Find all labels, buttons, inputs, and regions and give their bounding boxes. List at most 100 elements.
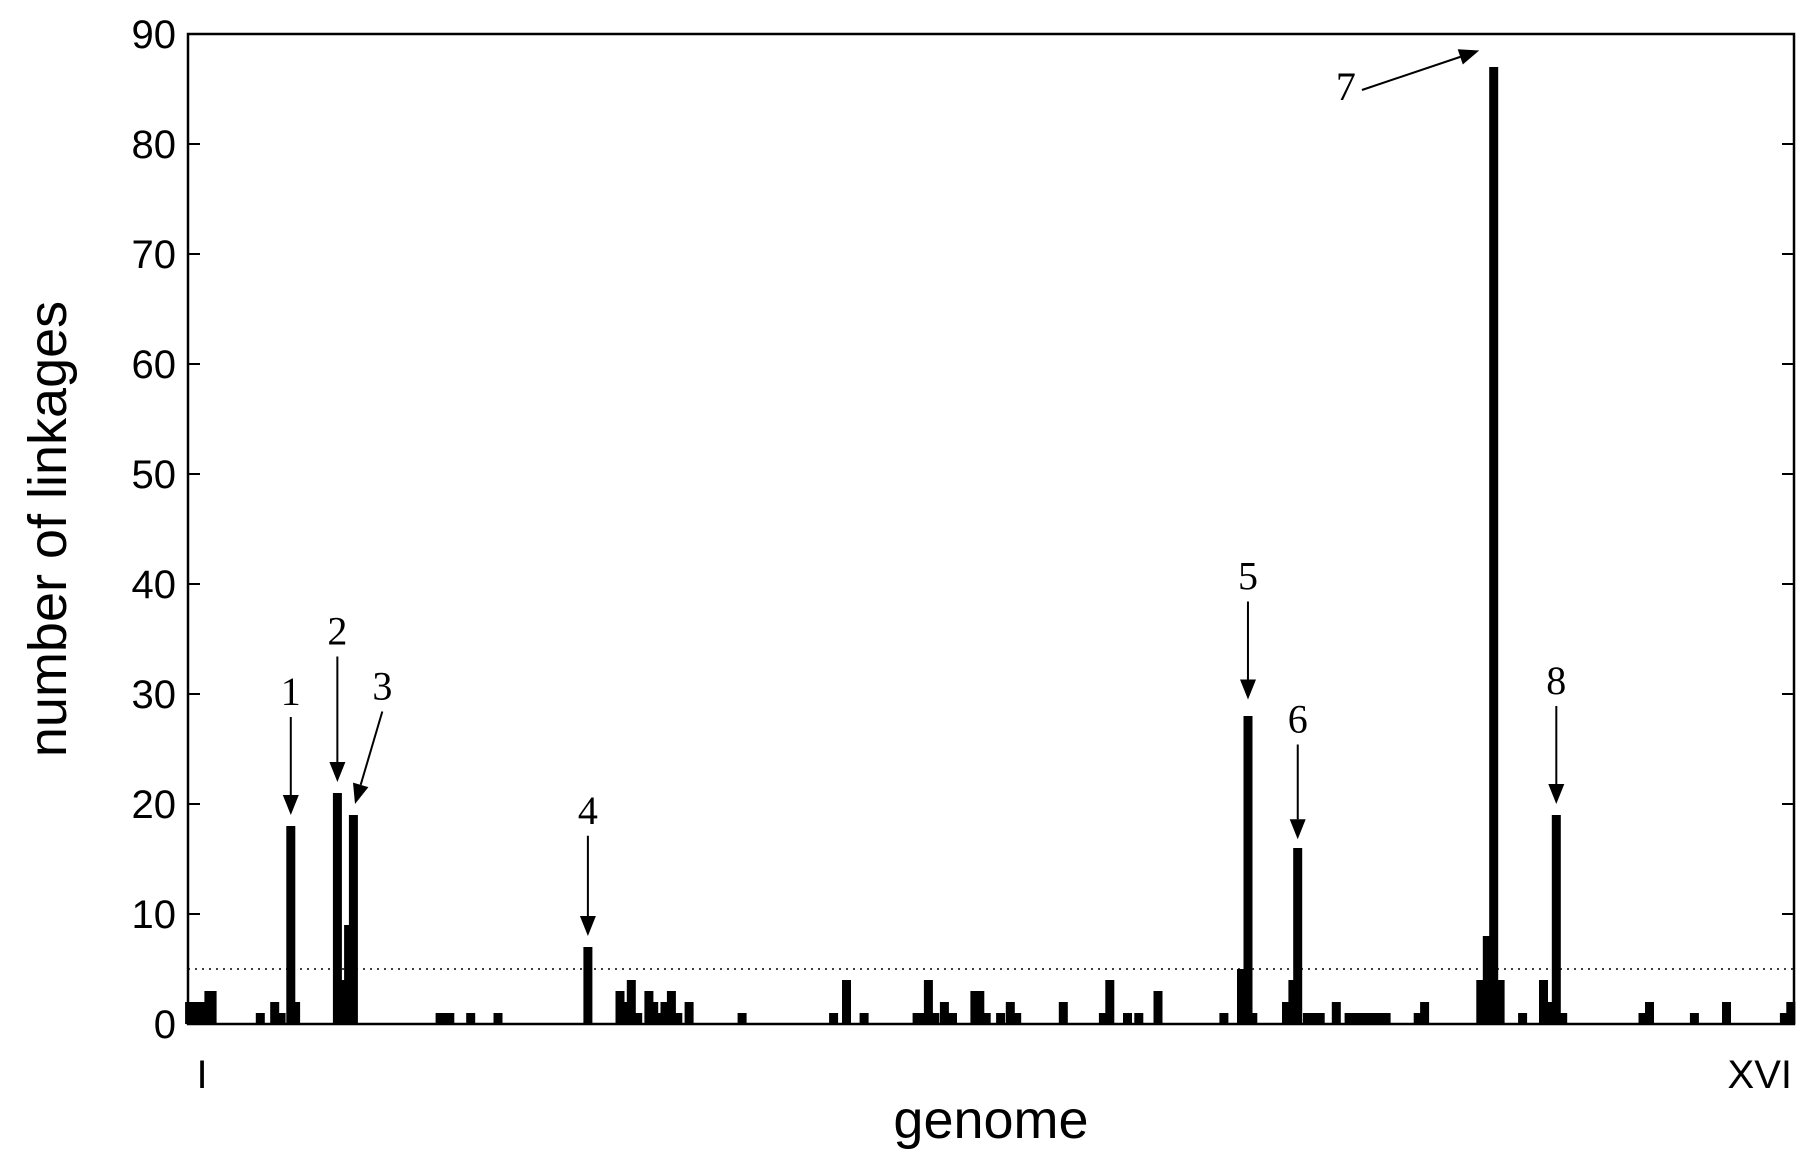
bar-16 [440,1013,450,1024]
bar-54 [1219,1013,1229,1024]
bar-40 [939,1002,949,1024]
bar-50 [1105,980,1115,1024]
bar-26 [649,1002,659,1024]
bar-58 [1282,1002,1291,1024]
bar-8 [276,1013,286,1024]
bar-61 [1302,1013,1312,1024]
bar-35 [859,1013,869,1024]
bar-44 [981,1013,991,1024]
bar-27 [655,1013,665,1024]
bar-63 [1315,1013,1325,1024]
bar-30 [673,1013,683,1024]
bar-37 [919,1013,928,1024]
y-tick-label-70: 70 [132,233,177,277]
bar-53 [1153,991,1163,1024]
bar-21 [615,991,625,1024]
annotation-arrowhead-6 [1289,819,1306,840]
bar-42 [970,991,980,1024]
bar-48 [1058,1002,1068,1024]
bar-85 [1689,1013,1699,1024]
bar-67 [1357,1013,1367,1024]
bar-86 [1722,1002,1731,1024]
y-tick-label-80: 80 [132,123,177,167]
plot-frame [186,32,1796,1026]
bar-78 [1518,1013,1528,1024]
bar-77 [1495,980,1505,1024]
y-tick-label-30: 30 [132,673,177,717]
annotation-arrowhead-3 [353,782,369,804]
bar-25 [644,991,654,1024]
bar-1 [188,1002,198,1024]
annotation-arrow-3 [359,711,384,786]
bar-73 [1420,1002,1430,1024]
bar-57 [1248,1013,1258,1024]
annotation-arrowhead-5 [1240,679,1256,700]
bars-layer [185,67,1796,1024]
x-end-label: XVI [1728,1053,1792,1097]
annotation-label-6: 6 [1288,697,1308,742]
annotation-arrowhead-1 [282,795,299,815]
bar-70 [1375,1013,1385,1024]
x-axis-title: genome [893,1090,1088,1150]
bar-59 [1288,980,1298,1024]
annotation-arrowhead-7 [1457,49,1480,65]
bar-31 [684,1002,694,1024]
annotation-label-5: 5 [1238,554,1258,599]
annotation-label-8: 8 [1546,658,1566,703]
bar-12 [339,980,349,1024]
bar-14 [348,815,358,1024]
bar-82 [1558,1013,1568,1024]
bar-88 [1786,1002,1796,1024]
bar-9 [286,826,296,1024]
bar-79 [1539,980,1548,1024]
y-axis-ticks: 0 10 20 30 40 50 60 70 80 90 [132,13,1794,1047]
bar-60 [1293,848,1303,1024]
annotation-label-2: 2 [327,609,347,654]
bar-62 [1309,1013,1319,1024]
bar-87 [1779,1013,1789,1024]
bar-65 [1344,1013,1354,1024]
bar-49 [1098,1013,1108,1024]
annotation-arrowhead-8 [1548,784,1565,804]
y-tick-label-40: 40 [132,563,177,607]
annotation-label-3: 3 [372,664,392,709]
bar-34 [842,980,851,1024]
y-tick-label-50: 50 [132,453,177,497]
bar-6 [255,1013,265,1024]
bar-32 [737,1013,747,1024]
bar-52 [1134,1013,1144,1024]
bar-80 [1545,1002,1555,1024]
y-axis-title: number of linkages [18,301,78,757]
y-tick-label-10: 10 [132,893,177,937]
y-tick-label-90: 90 [132,13,177,57]
bar-74 [1476,980,1486,1024]
bar-66 [1351,1013,1361,1024]
bar-43 [975,991,985,1024]
annotation-label-7: 7 [1336,64,1356,109]
bar-46 [1005,1002,1015,1024]
y-tick-label-0: 0 [154,1003,176,1047]
bar-17 [445,1013,455,1024]
bar-22 [621,1002,631,1024]
bar-5 [207,991,217,1024]
bar-56 [1243,716,1253,1024]
bar-11 [332,793,342,1024]
bar-71 [1381,1013,1391,1024]
bar-41 [948,1013,957,1024]
bar-10 [291,1002,301,1024]
bar-3 [198,1002,207,1024]
bar-19 [493,1013,503,1024]
y-tick-label-20: 20 [132,783,177,827]
bar-20 [583,947,593,1024]
bar-64 [1331,1002,1341,1024]
bar-28 [660,1002,670,1024]
bar-84 [1645,1002,1654,1024]
bar-55 [1237,969,1246,1024]
bar-72 [1413,1013,1423,1024]
bar-76 [1489,67,1499,1024]
bar-81 [1551,815,1561,1024]
bar-39 [930,1013,940,1024]
bar-75 [1482,936,1492,1024]
bar-83 [1638,1013,1648,1024]
